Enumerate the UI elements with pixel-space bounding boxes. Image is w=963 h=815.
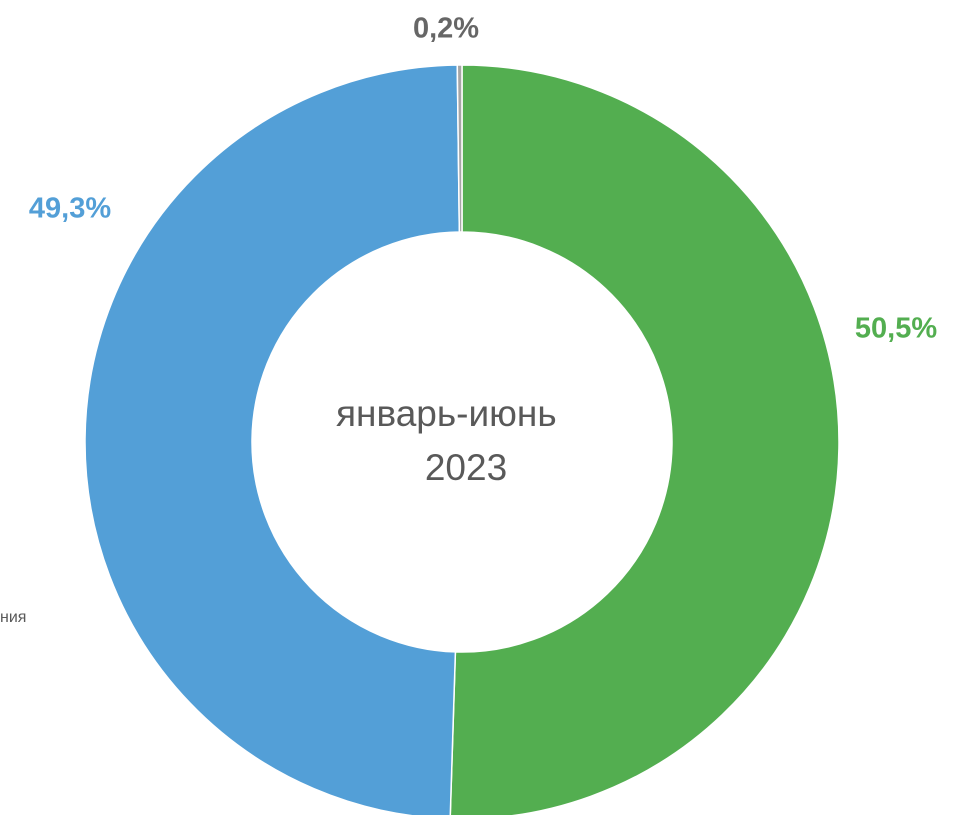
data-label: 0,2% — [413, 13, 479, 45]
legend-fragment: ния — [0, 609, 26, 626]
data-label: 50,5% — [855, 313, 937, 345]
data-label: 49,3% — [29, 193, 111, 225]
donut-slice — [449, 64, 840, 815]
donut-slice — [456, 64, 463, 233]
donut-slice — [84, 64, 461, 815]
center-label: 2023 — [425, 447, 507, 488]
center-label: январь-июнь — [336, 393, 557, 434]
